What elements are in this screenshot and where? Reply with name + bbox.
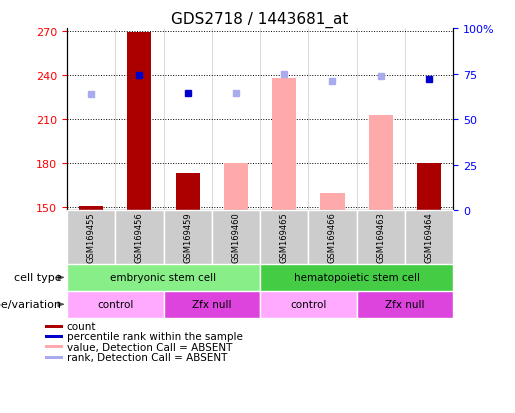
Bar [176, 174, 200, 211]
Text: GSM169465: GSM169465 [280, 212, 289, 263]
Title: GDS2718 / 1443681_at: GDS2718 / 1443681_at [171, 12, 349, 28]
Text: rank, Detection Call = ABSENT: rank, Detection Call = ABSENT [67, 352, 227, 362]
Text: GSM169464: GSM169464 [424, 212, 434, 263]
Bar [45, 345, 63, 349]
Bar [45, 356, 63, 358]
Bar [260, 264, 453, 291]
Text: GSM169456: GSM169456 [135, 212, 144, 263]
Bar [127, 33, 151, 211]
Text: control: control [290, 299, 327, 310]
Bar [212, 211, 260, 264]
Text: GSM169459: GSM169459 [183, 212, 192, 263]
Text: cell type: cell type [14, 273, 62, 283]
Bar [115, 211, 163, 264]
Bar [260, 211, 308, 264]
Text: percentile rank within the sample: percentile rank within the sample [67, 332, 243, 342]
Bar [260, 291, 356, 318]
Text: control: control [97, 299, 133, 310]
Text: count: count [67, 321, 96, 331]
Bar [45, 325, 63, 328]
Text: GSM169455: GSM169455 [87, 212, 96, 263]
Bar [224, 164, 248, 211]
Text: embryonic stem cell: embryonic stem cell [110, 273, 217, 283]
Text: Zfx null: Zfx null [385, 299, 425, 310]
Bar [163, 291, 260, 318]
Bar [320, 193, 345, 211]
Bar [45, 335, 63, 338]
Bar [79, 206, 103, 211]
Bar [272, 79, 296, 211]
Bar [405, 211, 453, 264]
Bar [67, 264, 260, 291]
Text: genotype/variation: genotype/variation [0, 299, 62, 310]
Bar [67, 211, 115, 264]
Text: GSM169466: GSM169466 [328, 212, 337, 263]
Text: GSM169463: GSM169463 [376, 212, 385, 263]
Bar [308, 211, 356, 264]
Text: Zfx null: Zfx null [192, 299, 232, 310]
Bar [356, 211, 405, 264]
Bar [67, 291, 163, 318]
Text: hematopoietic stem cell: hematopoietic stem cell [294, 273, 420, 283]
Text: value, Detection Call = ABSENT: value, Detection Call = ABSENT [67, 342, 232, 352]
Bar [163, 211, 212, 264]
Bar [369, 115, 393, 211]
Text: GSM169460: GSM169460 [231, 212, 241, 263]
Bar [417, 164, 441, 211]
Bar [356, 291, 453, 318]
